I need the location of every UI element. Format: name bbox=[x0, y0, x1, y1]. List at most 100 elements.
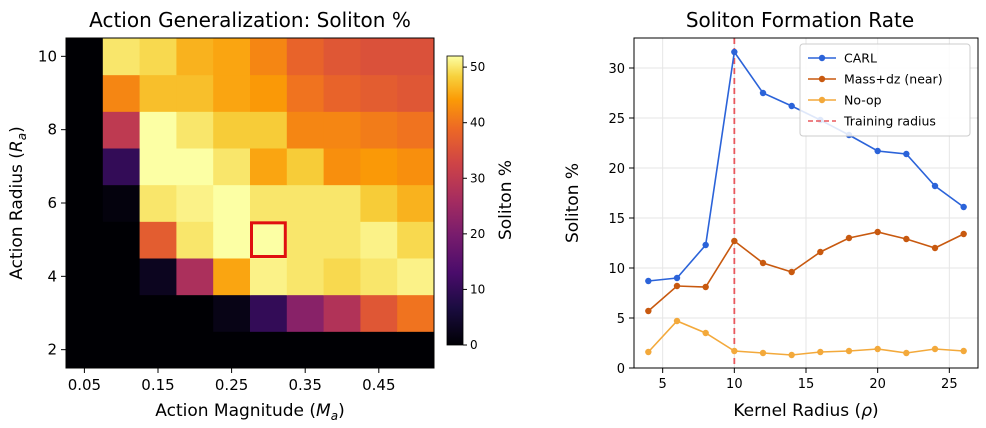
heatmap-cell-r9-m0.05 bbox=[66, 74, 104, 112]
series-0-point bbox=[931, 182, 939, 190]
heatmap-cell-r3-m0.3 bbox=[250, 294, 288, 332]
heatmap-cell-r9-m0.45 bbox=[360, 74, 398, 112]
series-1-point bbox=[931, 244, 939, 252]
heatmap-cell-r3-m0.05 bbox=[66, 294, 104, 332]
colorbar-tick-label: 20 bbox=[470, 227, 485, 241]
heatmap-y-ticks: 2 4 6 8 10 bbox=[38, 47, 66, 359]
heatmap-cell-r8-m0.05 bbox=[66, 111, 104, 149]
heatmap-cell-r6-m0.2 bbox=[176, 184, 214, 222]
heatmap-x-tick-label: 0.05 bbox=[68, 376, 101, 394]
series-2-point bbox=[845, 347, 853, 355]
heatmap-cell-r4-m0.3 bbox=[250, 258, 288, 296]
heatmap-cell-r10-m0.3 bbox=[250, 38, 288, 76]
legend-swatch-marker bbox=[818, 54, 826, 62]
series-1-point bbox=[903, 235, 910, 243]
heatmap-cell-r10-m0.15 bbox=[139, 38, 177, 76]
heatmap-cell-r9-m0.15 bbox=[139, 74, 177, 112]
heatmap-cell-r7-m0.15 bbox=[139, 148, 177, 186]
heatmap-cell-r5-m0.2 bbox=[176, 221, 214, 259]
line-y-tick-label: 15 bbox=[608, 212, 625, 227]
legend-entry-label: Training radius bbox=[843, 114, 936, 129]
series-0-point bbox=[874, 147, 881, 155]
series-line-2 bbox=[647, 320, 964, 356]
heatmap-cell-r7-m0.3 bbox=[250, 148, 288, 186]
heatmap-cell-r6-m0.25 bbox=[213, 184, 251, 222]
heatmap-cell-r4-m0.5 bbox=[397, 258, 435, 296]
series-1-point bbox=[960, 230, 967, 238]
series-2-point bbox=[673, 317, 681, 325]
heatmap-cell-r7-m0.5 bbox=[397, 148, 435, 186]
line-chart-x-ticks: 5 10 15 20 25 bbox=[659, 368, 958, 392]
line-x-tick-label: 10 bbox=[726, 377, 743, 392]
line-x-tick-label: 15 bbox=[798, 377, 815, 392]
heatmap-cell-r3-m0.5 bbox=[397, 294, 435, 332]
series-1-point bbox=[702, 283, 709, 291]
heatmap-cell-r6-m0.4 bbox=[323, 184, 361, 222]
line-x-tick-label: 25 bbox=[941, 377, 958, 392]
heatmap-cell-r2-m0.45 bbox=[360, 331, 398, 369]
heatmap-cell-r2-m0.4 bbox=[323, 331, 361, 369]
heatmap-cell-r8-m0.4 bbox=[323, 111, 361, 149]
heatmap-cell-r4-m0.2 bbox=[176, 258, 214, 296]
heatmap-x-tick-label: 0.25 bbox=[215, 376, 248, 394]
colorbar-label: Soliton % bbox=[496, 160, 516, 240]
heatmap-cell-r2-m0.35 bbox=[286, 331, 325, 369]
line-x-tick-label: 20 bbox=[869, 377, 886, 392]
series-line-1 bbox=[647, 231, 965, 312]
series-1-point bbox=[673, 282, 681, 290]
heatmap-x-axis-label: Action Magnitude (Ma) bbox=[155, 401, 344, 423]
heatmap-cell-r8-m0.35 bbox=[286, 111, 325, 149]
heatmap-cell-r3-m0.15 bbox=[139, 294, 177, 332]
heatmap-cell-r6-m0.5 bbox=[397, 184, 435, 222]
heatmap-cell-r6-m0.1 bbox=[102, 184, 141, 222]
line-chart-y-axis-label: Soliton % bbox=[563, 163, 583, 243]
heatmap-cell-r2-m0.2 bbox=[176, 331, 214, 369]
heatmap-cell-r10-m0.25 bbox=[213, 38, 251, 76]
line-y-tick-label: 20 bbox=[608, 162, 625, 177]
heatmap-cell-r2-m0.3 bbox=[250, 331, 288, 369]
heatmap-cell-r5-m0.4 bbox=[323, 221, 361, 259]
line-y-tick-label: 25 bbox=[608, 112, 625, 127]
heatmap-cell-r7-m0.4 bbox=[323, 148, 361, 186]
heatmap-cell-r7-m0.45 bbox=[360, 148, 398, 186]
line-chart-x-axis-label: Kernel Radius (ρ) bbox=[733, 401, 878, 421]
heatmap-cell-r2-m0.05 bbox=[66, 331, 104, 369]
heatmap-cell-r6-m0.3 bbox=[250, 184, 288, 222]
series-2-point bbox=[731, 347, 738, 355]
series-0-point bbox=[645, 277, 652, 285]
heatmap-cell-r3-m0.25 bbox=[213, 294, 251, 332]
heatmap-cell-r10-m0.4 bbox=[323, 38, 361, 76]
series-1-point bbox=[788, 268, 795, 276]
line-chart-legend: CARL Mass+dz (near) No-op Training radius bbox=[799, 43, 971, 137]
heatmap-cell-r7-m0.1 bbox=[102, 148, 141, 186]
line-y-tick-label: 0 bbox=[617, 362, 625, 377]
series-2-point bbox=[788, 351, 795, 359]
heatmap-cell-r3-m0.1 bbox=[102, 294, 141, 332]
heatmap-cell-r5-m0.5 bbox=[397, 221, 435, 259]
heatmap-cell-r8-m0.15 bbox=[139, 111, 177, 149]
series-2-point bbox=[931, 345, 939, 353]
heatmap-y-tick-label: 10 bbox=[38, 47, 57, 65]
heatmap-cell-r3-m0.45 bbox=[360, 294, 398, 332]
heatmap-cell-r10-m0.1 bbox=[102, 38, 141, 76]
series-2-point bbox=[903, 349, 910, 357]
legend-entry-label: No-op bbox=[844, 93, 882, 108]
colorbar-tick-label: 0 bbox=[470, 338, 478, 352]
series-2-point bbox=[960, 347, 967, 355]
series-0-point bbox=[788, 102, 795, 110]
series-2-point bbox=[645, 348, 652, 356]
heatmap-title: Action Generalization: Soliton % bbox=[89, 8, 411, 32]
heatmap-cell-r5-m0.3 bbox=[250, 221, 288, 259]
series-2-point bbox=[874, 345, 881, 353]
heatmap-cell-r9-m0.4 bbox=[323, 74, 361, 112]
heatmap-y-tick-label: 2 bbox=[47, 341, 57, 359]
heatmap-cell-r4-m0.15 bbox=[139, 258, 177, 296]
line-x-tick-label: 5 bbox=[659, 377, 667, 392]
heatmap-x-ticks: 0.05 0.15 0.25 0.35 0.45 bbox=[68, 368, 396, 394]
heatmap-cell-r4-m0.25 bbox=[213, 258, 251, 296]
colorbar-ticks: 0 10 20 30 40 50 bbox=[463, 60, 485, 352]
heatmap-cell-r5-m0.45 bbox=[360, 221, 398, 259]
heatmap-x-tick-label: 0.45 bbox=[362, 376, 395, 394]
heatmap-cell-r3-m0.35 bbox=[286, 294, 325, 332]
